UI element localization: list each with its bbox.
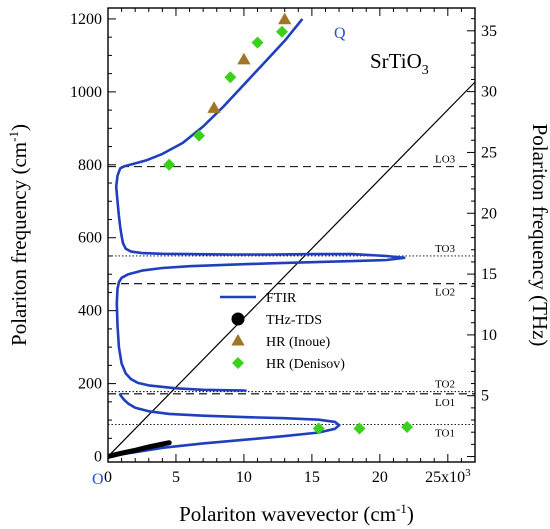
point-hr-denisov — [312, 422, 325, 435]
x-axis-title-sup: -1 — [396, 501, 407, 516]
x-tick-label: 15 — [304, 469, 320, 486]
point-hr-denisov — [401, 420, 414, 433]
legend-swatch-thz-tds — [231, 312, 245, 326]
legend-layer: FTIR THz-TDS HR (Inoue) HR (Denisov) — [220, 291, 345, 372]
point-hr-denisov — [224, 71, 237, 84]
series-ftir-branch-1 — [114, 18, 406, 393]
label-to1: TO1 — [435, 427, 455, 439]
y-left-axis-title: Polariton frequency (cm-1) — [6, 124, 31, 346]
x-tick-label: 0 — [104, 469, 112, 486]
compound-main: SrTiO — [370, 49, 422, 73]
reference-lines-layer — [108, 166, 475, 425]
point-hr-inoue — [237, 52, 251, 65]
x-tick-label: 10 — [236, 469, 252, 486]
point-hr-inoue — [278, 12, 292, 25]
label-to3: TO3 — [435, 243, 455, 255]
y-left-tick-label: 1200 — [70, 11, 102, 28]
y-left-title-sup: -1 — [6, 131, 21, 142]
x-axis-title: Polariton wavevector (cm-1) — [179, 501, 414, 526]
point-hr-denisov — [163, 158, 176, 171]
x-axis-title-end: ) — [407, 502, 414, 526]
y-left-title-end: ) — [7, 124, 31, 131]
label-to2: TO2 — [435, 379, 455, 391]
x-tick-label: 20 — [372, 469, 388, 486]
y-right-tick-label: 5 — [481, 388, 489, 405]
legend-label-ftir: FTIR — [266, 291, 297, 306]
labels-layer: LO3 TO3 LO2 TO2 LO1 TO1 Polariton wavevector (… — [6, 25, 550, 526]
point-hr-denisov — [251, 36, 264, 49]
label-lo1: LO1 — [435, 397, 455, 409]
light-line-label: Q — [334, 25, 346, 42]
legend-swatch-hr-denisov — [232, 357, 244, 369]
light-line — [108, 81, 475, 457]
compound-label: SrTiO3 — [370, 49, 429, 78]
point-hr-denisov — [353, 422, 366, 435]
label-lo2: LO2 — [435, 287, 455, 299]
legend-label-thz-tds: THz-TDS — [266, 313, 322, 328]
series-layer — [108, 12, 414, 459]
series-thz-tds — [108, 440, 172, 459]
x-tick-label: 25x103 — [425, 467, 471, 486]
y-right-tick-label: 35 — [481, 23, 497, 40]
legend-label-hr-denisov: HR (Denisov) — [266, 357, 345, 372]
y-left-title-main: Polariton frequency (cm — [7, 142, 31, 346]
legend-swatch-hr-inoue — [231, 334, 245, 346]
origin-label: O — [92, 471, 104, 488]
y-left-tick-label: 200 — [78, 376, 102, 393]
y-right-tick-label: 30 — [481, 84, 497, 101]
x-axis-title-main: Polariton wavevector (cm — [179, 502, 396, 526]
y-right-tick-label: 25 — [481, 144, 497, 161]
x-tick-label: 5 — [172, 469, 180, 486]
light-line-layer — [108, 81, 475, 457]
y-left-tick-label: 0 — [94, 449, 102, 466]
y-right-axis-title: Polariton frequency (THz) — [528, 124, 550, 347]
point-hr-inoue — [207, 101, 221, 113]
y-left-tick-label: 800 — [78, 157, 102, 174]
point-hr-denisov — [275, 25, 288, 38]
y-right-tick-label: 15 — [481, 266, 497, 283]
y-right-tick-label: 20 — [481, 205, 497, 222]
compound-subscript: 3 — [422, 63, 429, 78]
plot-frame — [107, 7, 476, 463]
series-ftir-branch-2 — [108, 392, 341, 458]
y-left-tick-label: 1000 — [70, 84, 102, 101]
x-tick-exponent: 3 — [465, 467, 471, 479]
y-right-tick-label: 10 — [481, 327, 497, 344]
legend-label-hr-inoue: HR (Inoue) — [266, 335, 330, 350]
y-left-tick-label: 600 — [78, 230, 102, 247]
axes-layer: 0 5 10 15 20 25x103 0 200 400 600 800 1000 1200 5 10 15… — [70, 7, 497, 486]
point-hr-denisov — [193, 129, 206, 142]
y-left-tick-label: 400 — [78, 303, 102, 320]
label-lo3: LO3 — [435, 154, 456, 166]
